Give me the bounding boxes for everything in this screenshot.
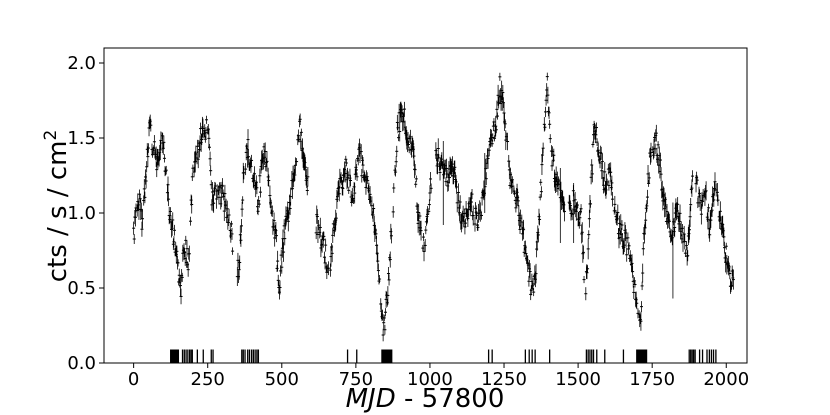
y-axis: 0.0 0.5 1.0 1.5 2.0 bbox=[67, 53, 104, 374]
data-points-group bbox=[132, 72, 735, 342]
y-tick-label: 2.0 bbox=[67, 53, 96, 74]
x-tick-label: 1000 bbox=[407, 369, 453, 390]
x-tick-label: 500 bbox=[265, 369, 299, 390]
x-tick-label: 1500 bbox=[555, 369, 601, 390]
y-axis-label: cts / s / cm2 bbox=[41, 130, 73, 283]
x-tick-label: 750 bbox=[339, 369, 373, 390]
x-tick-label: 1750 bbox=[629, 369, 675, 390]
x-axis: 0 250 500 750 1000 1250 1500 1750 2000 bbox=[128, 363, 749, 390]
x-axis-label-italic: MJD bbox=[346, 384, 396, 414]
y-axis-label-main: cts / s / cm bbox=[43, 141, 73, 283]
x-axis-label-rest: - 57800 bbox=[396, 384, 505, 414]
y-tick-label: 1.0 bbox=[67, 203, 96, 224]
y-tick-label: 0.0 bbox=[67, 353, 96, 374]
plot-frame bbox=[103, 47, 748, 364]
x-tick-label: 1250 bbox=[481, 369, 527, 390]
observation-ticks-group bbox=[170, 349, 717, 363]
x-axis-label: MJD - 57800 bbox=[346, 384, 505, 414]
x-tick-label: 250 bbox=[191, 369, 225, 390]
y-tick-label: 0.5 bbox=[67, 278, 96, 299]
x-tick-label: 0 bbox=[128, 369, 139, 390]
y-tick-label: 1.5 bbox=[67, 128, 96, 149]
x-tick-label: 2000 bbox=[703, 369, 749, 390]
y-axis-label-superscript: 2 bbox=[41, 130, 61, 141]
